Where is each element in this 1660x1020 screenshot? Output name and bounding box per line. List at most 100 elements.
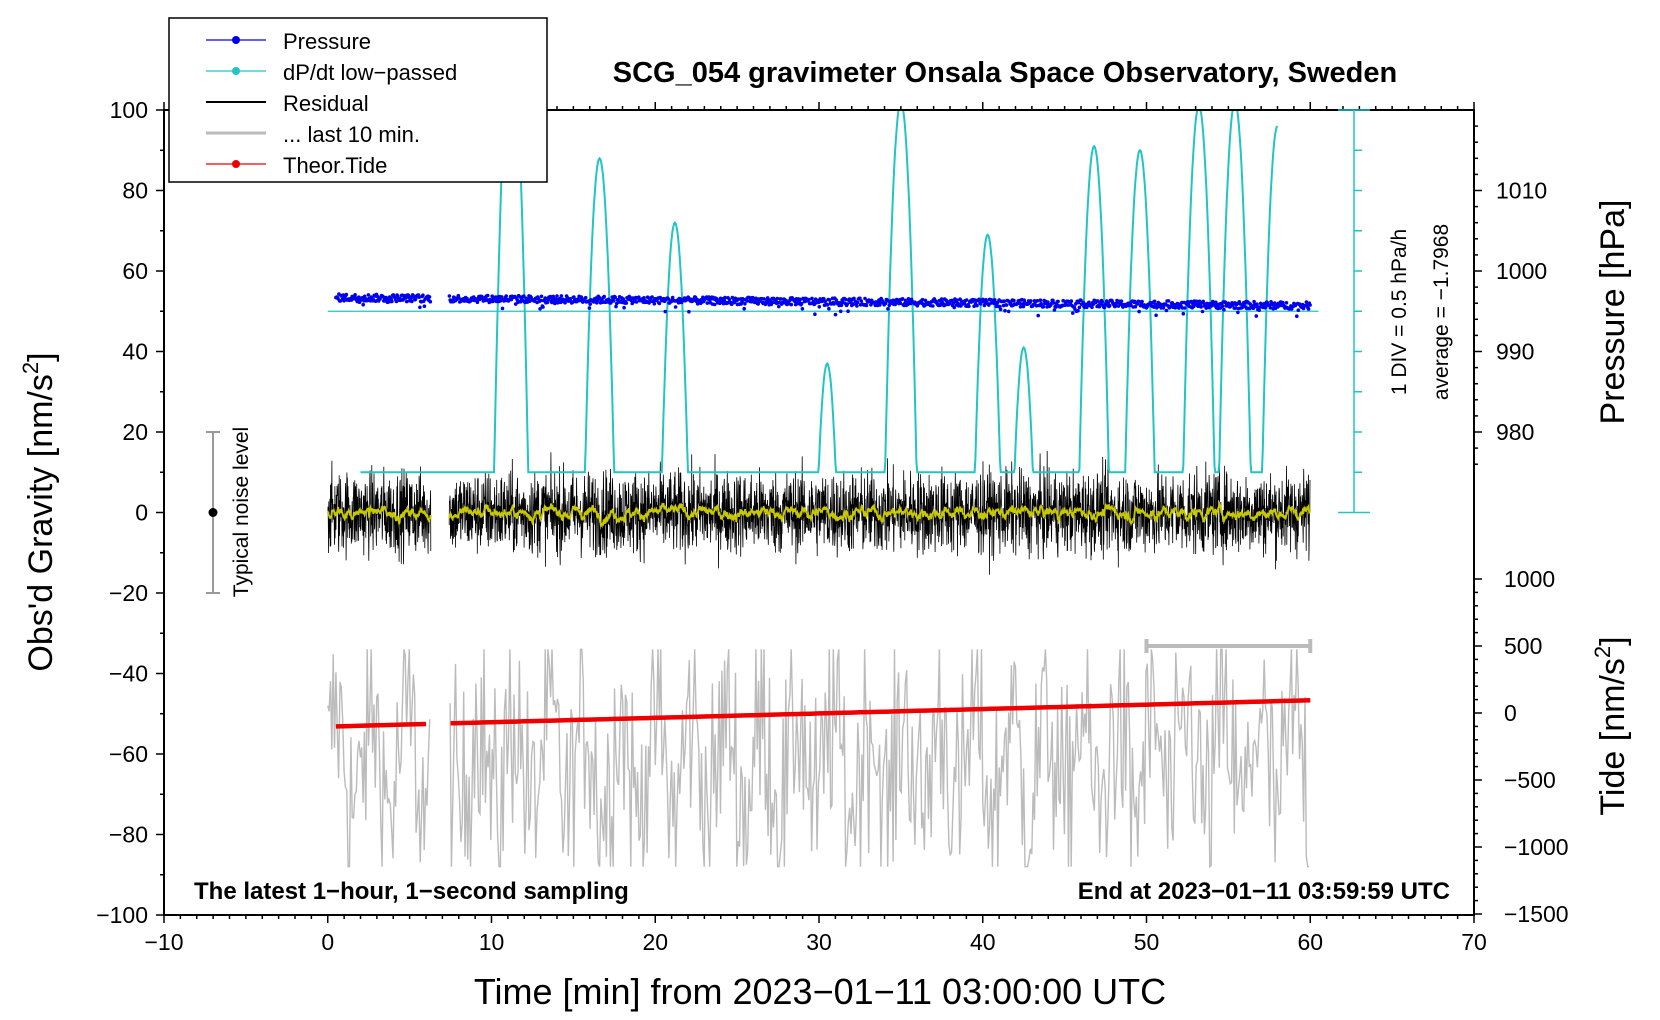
x-axis-ticks: −10 0 10 20 30 40 50 60 70 [144,102,1487,955]
pressure-point [1079,298,1083,303]
pressure-point [650,295,654,299]
pressure-point [390,299,394,304]
pressure-point [417,295,422,300]
last10-line-0 [327,649,431,868]
pressure-point [846,309,850,314]
div-scale-label: 1 DIV = 0.5 hPa/h [1388,229,1411,395]
pressure-point [939,297,944,301]
y-tick-label-6: −20 [109,580,148,606]
legend-label-pressure: Pressure [283,29,371,54]
pressure-tick-label-0: 1010 [1496,178,1547,204]
pressure-point [1236,310,1240,315]
y-tick-label-2: 60 [122,258,148,284]
pressure-point [858,296,862,301]
pressure-point [621,297,626,301]
pressure-point [457,296,461,300]
pressure-point [1306,307,1311,311]
legend-marker-tide [232,160,240,168]
pressure-point [1257,308,1261,313]
pressure-point [1107,303,1112,308]
tide-line-a [335,721,427,729]
pressure-point [1029,299,1033,303]
pressure-axis-label: Pressure [hPa] [1594,200,1632,425]
pressure-point [1181,311,1186,316]
pressure-point [845,302,850,306]
x-tick-label-2: 10 [479,929,505,955]
pressure-point [538,307,542,311]
y-tick-label-7: −40 [109,661,148,687]
pressure-point [1052,308,1057,312]
tide-axis-label-text: Tide [nm/s [1594,658,1632,815]
pressure-point [361,302,366,307]
pressure-point [898,301,903,306]
pressure-point [1133,304,1138,309]
residual-smoothed-series [326,502,1311,529]
pressure-point [622,305,626,310]
pressure-point [1038,298,1043,303]
tide-series [335,698,1311,729]
pressure-point [613,295,617,300]
pressure-point [1296,308,1301,313]
smoothed-line-1 [448,502,1311,529]
pressure-point [1199,305,1203,309]
pressure-point [849,300,853,304]
pressure-point [1284,301,1289,305]
tide-axis-label-sup: 2 [1590,646,1615,658]
pressure-point [998,304,1002,309]
pressure-point [1036,313,1040,318]
pressure-point [1021,304,1026,309]
y-axis-label-end: ] [22,352,60,361]
y-tick-label-0: 100 [110,97,148,123]
pressure-point [1154,313,1158,318]
pressure-point [670,295,675,300]
legend-marker-pressure [232,36,240,44]
pressure-point [832,302,836,306]
pressure-point [663,309,668,314]
pressure-point [1119,299,1124,304]
pressure-point [906,297,911,301]
x-tick-label-0: −10 [144,929,183,955]
x-tick-label-4: 30 [806,929,832,955]
pressure-point [943,303,948,307]
pressure-point [353,293,357,297]
pressure-point [522,294,526,299]
pressure-point [1056,299,1060,304]
pressure-point [404,299,409,304]
pressure-point [775,296,780,301]
pressure-point [477,297,482,302]
pressure-point [475,300,480,305]
pressure-point [1003,308,1007,313]
pressure-point [409,296,413,301]
pressure-point [859,299,864,303]
pressure-point [952,305,956,310]
pressure-point [1071,311,1075,315]
pressure-point [827,306,831,311]
noise-bar-center [208,508,218,517]
x-tick-label-7: 60 [1297,929,1323,955]
pressure-point [611,299,616,303]
pressure-point [847,297,852,301]
pressure-point [1164,308,1169,313]
legend-label-residual: Residual [283,91,369,116]
pressure-point [762,297,766,301]
dpdt-scale-bar [1338,109,1370,514]
tide-tick-label-5: −1500 [1504,901,1569,927]
pressure-point [1006,309,1011,314]
pressure-point [375,294,380,299]
pressure-point [394,299,399,304]
pressure-point [839,303,844,308]
pressure-point [539,298,543,303]
legend-box [168,17,548,183]
pressure-point [727,297,732,302]
tide-tick-label-1: 500 [1504,633,1542,659]
bottom-left-note: The latest 1−hour, 1−second sampling [194,878,629,905]
pressure-point [955,298,959,303]
last10-window-marker [1144,639,1313,653]
pressure-point [396,294,400,299]
pressure-point [1002,299,1007,304]
pressure-point [1106,301,1110,305]
pressure-point [565,295,570,300]
legend: Pressure dP/dt low−passed Residual ... l… [168,17,548,183]
pressure-point [992,298,997,302]
pressure-point [906,302,910,307]
